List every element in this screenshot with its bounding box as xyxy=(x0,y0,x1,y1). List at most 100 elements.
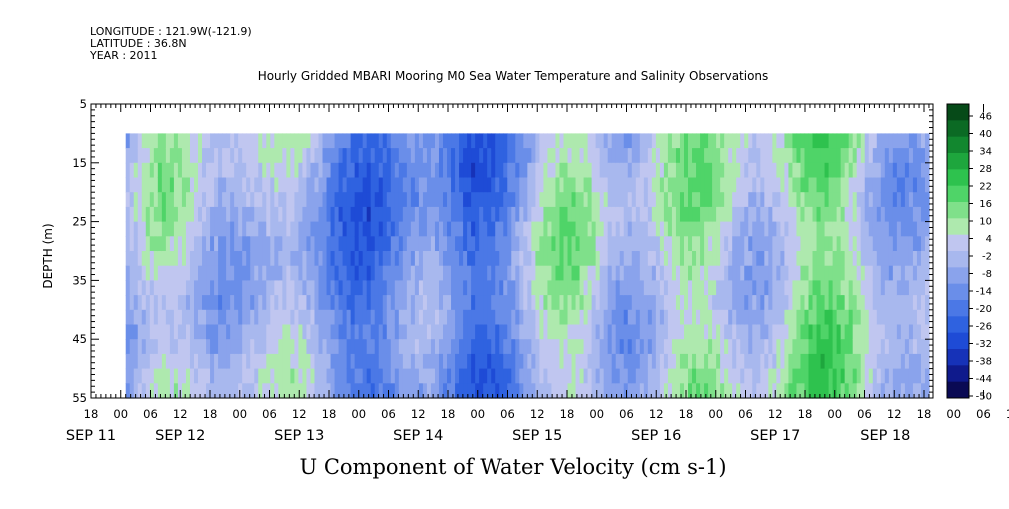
heatmap-cell xyxy=(366,177,372,193)
heatmap-cell xyxy=(495,162,500,179)
heatmap-cell xyxy=(202,339,207,355)
heatmap-cell xyxy=(615,280,621,296)
heatmap-cell xyxy=(398,265,404,281)
heatmap-cell xyxy=(848,265,854,281)
heatmap-cell xyxy=(539,133,545,149)
heatmap-cell xyxy=(908,177,914,193)
heatmap-cell xyxy=(193,162,199,179)
heatmap-cell xyxy=(567,383,573,399)
heatmap-cell xyxy=(920,383,926,399)
heatmap-cell xyxy=(238,295,243,311)
heatmap-cell xyxy=(788,368,794,384)
heatmap-cell xyxy=(318,339,324,355)
heatmap-cell xyxy=(551,192,557,208)
heatmap-cell xyxy=(266,383,271,399)
heatmap-cell xyxy=(700,251,705,267)
heatmap-cell xyxy=(784,280,790,296)
heatmap-cell xyxy=(784,236,790,252)
heatmap-cell xyxy=(543,206,549,223)
heatmap-cell xyxy=(153,383,159,399)
heatmap-cell xyxy=(639,339,645,355)
heatmap-cell xyxy=(451,251,456,267)
heatmap-cell xyxy=(519,162,524,179)
heatmap-cell xyxy=(483,133,488,149)
heatmap-cell xyxy=(258,162,263,179)
heatmap-cell xyxy=(796,221,802,237)
heatmap-cell xyxy=(728,368,733,384)
heatmap-cell xyxy=(828,339,834,355)
heatmap-cell xyxy=(728,309,733,326)
heatmap-cell xyxy=(712,177,717,193)
heatmap-cell xyxy=(418,309,424,326)
heatmap-cell xyxy=(663,251,669,267)
heatmap-cell xyxy=(900,177,906,193)
heatmap-cell xyxy=(643,383,649,399)
heatmap-cell xyxy=(824,339,830,355)
heatmap-cell xyxy=(635,133,641,149)
heatmap-cell xyxy=(647,148,653,164)
heatmap-cell xyxy=(563,309,569,326)
heatmap-cell xyxy=(543,192,549,208)
heatmap-cell xyxy=(595,280,601,296)
heatmap-cell xyxy=(820,309,826,326)
heatmap-cell xyxy=(282,339,287,355)
heatmap-cell xyxy=(177,339,183,355)
heatmap-cell xyxy=(860,295,866,311)
heatmap-cell xyxy=(836,368,842,384)
heatmap-cell xyxy=(639,295,645,311)
heatmap-cell xyxy=(732,295,737,311)
heatmap-cell xyxy=(222,192,227,208)
heatmap-cell xyxy=(892,221,898,237)
heatmap-cell xyxy=(840,309,846,326)
heatmap-cell xyxy=(346,177,352,193)
heatmap-cell xyxy=(503,162,508,179)
heatmap-cell xyxy=(688,206,693,223)
heatmap-cell xyxy=(708,324,713,340)
heatmap-cell xyxy=(222,353,227,370)
heatmap-cell xyxy=(611,383,617,399)
heatmap-cell xyxy=(796,383,802,399)
heatmap-cell xyxy=(141,383,147,399)
heatmap-cell xyxy=(230,177,235,193)
heatmap-cell xyxy=(828,383,834,399)
heatmap-cell xyxy=(671,265,677,281)
heatmap-cell xyxy=(800,309,806,326)
heatmap-cell xyxy=(438,206,444,223)
heatmap-cell xyxy=(314,162,320,179)
heatmap-cell xyxy=(663,148,669,164)
heatmap-cell xyxy=(784,206,790,223)
heatmap-cell xyxy=(302,353,308,370)
heatmap-cell xyxy=(173,133,179,149)
heatmap-cell xyxy=(378,133,384,149)
heatmap-cell xyxy=(547,295,553,311)
heatmap-cell xyxy=(414,295,420,311)
heatmap-cell xyxy=(900,251,906,267)
heatmap-cell xyxy=(238,177,243,193)
heatmap-cell xyxy=(876,339,882,355)
heatmap-cell xyxy=(828,295,834,311)
heatmap-cell xyxy=(278,309,283,326)
heatmap-cell xyxy=(856,295,862,311)
heatmap-cell xyxy=(908,206,914,223)
heatmap-cell xyxy=(712,148,717,164)
heatmap-cell xyxy=(900,368,906,384)
heatmap-cell xyxy=(438,177,444,193)
heatmap-cell xyxy=(149,251,155,267)
heatmap-cell xyxy=(507,353,512,370)
heatmap-cell xyxy=(603,148,609,164)
heatmap-cell xyxy=(824,265,830,281)
heatmap-cell xyxy=(129,192,135,208)
heatmap-cell xyxy=(483,221,488,237)
heatmap-cell xyxy=(900,162,906,179)
heatmap-cell xyxy=(274,280,279,296)
heatmap-cell xyxy=(274,295,279,311)
heatmap-cell xyxy=(503,133,508,149)
heatmap-cell xyxy=(531,148,536,164)
heatmap-cell xyxy=(181,295,187,311)
heatmap-cell xyxy=(202,265,207,281)
heatmap-cell xyxy=(358,368,364,384)
heatmap-cell xyxy=(736,221,741,237)
heatmap-cell xyxy=(189,339,195,355)
heatmap-cell xyxy=(623,295,629,311)
heatmap-cell xyxy=(266,368,271,384)
